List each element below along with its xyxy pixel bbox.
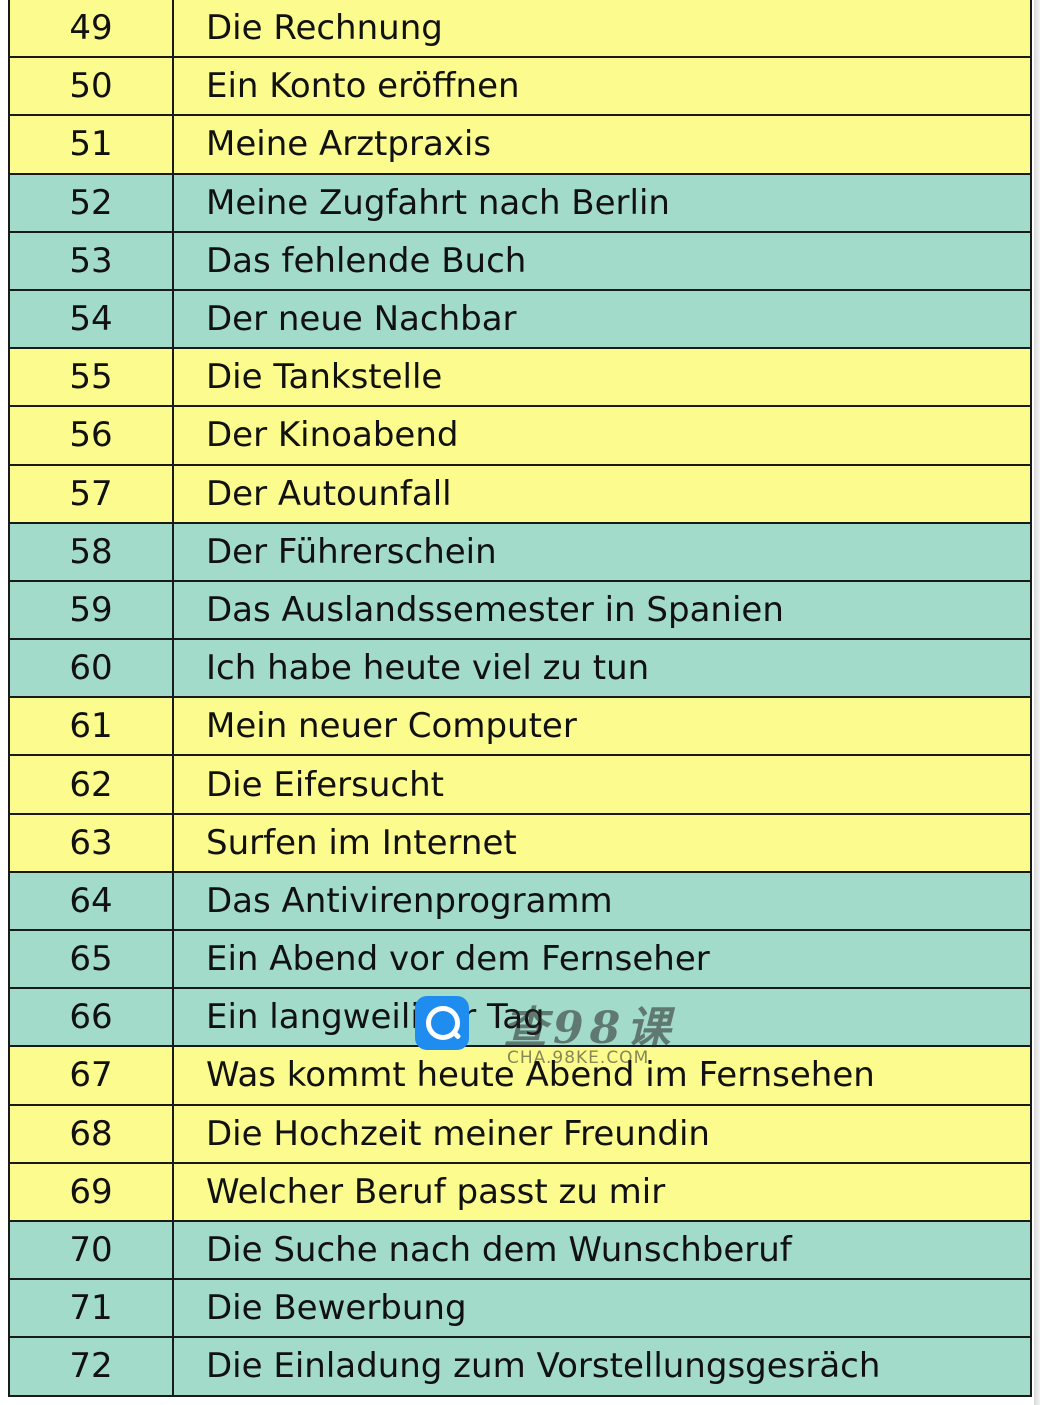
row-title: Surfen im Internet [173, 813, 1031, 873]
table-row: 52 Meine Zugfahrt nach Berlin [9, 173, 1031, 233]
table-row: 61 Mein neuer Computer [9, 697, 1031, 757]
table-row: 51 Meine Arztpraxis [9, 115, 1031, 175]
table-row: 49 Die Rechnung [9, 0, 1031, 59]
row-number: 54 [9, 289, 174, 350]
row-number: 50 [9, 57, 174, 117]
row-number: 60 [9, 639, 174, 699]
row-number: 64 [9, 871, 174, 932]
table-row: 59 Das Auslandssemester in Spanien [9, 580, 1031, 641]
table-row: 69 Welcher Beruf passt zu mir [9, 1162, 1031, 1222]
row-number: 65 [9, 930, 174, 990]
table-row: 68 Die Hochzeit meiner Freundin [9, 1104, 1031, 1164]
table-row: 70 Die Suche nach dem Wunschberuf [9, 1220, 1031, 1281]
topic-table: 49 Die Rechnung 50 Ein Konto eröffnen 51 Mein… [8, 0, 1032, 1397]
table-row: 64 Das Antivirenprogramm [9, 871, 1031, 932]
row-number: 55 [9, 348, 174, 408]
table-row: 53 Das fehlende Buch [9, 231, 1031, 291]
row-number: 56 [9, 406, 174, 466]
row-title: Das fehlende Buch [173, 231, 1031, 291]
row-title: Die Bewerbung [173, 1279, 1031, 1339]
row-title: Das Auslandssemester in Spanien [173, 580, 1031, 641]
row-number: 52 [9, 173, 174, 233]
row-title: Ein Konto eröffnen [173, 57, 1031, 117]
table-row: 66 Ein langweiliger Tag [9, 988, 1031, 1048]
row-number: 49 [9, 0, 174, 59]
table-row: 50 Ein Konto eröffnen [9, 57, 1031, 117]
row-number: 71 [9, 1279, 174, 1339]
row-title: Meine Zugfahrt nach Berlin [173, 173, 1031, 233]
table-body: 49 Die Rechnung 50 Ein Konto eröffnen 51 Mein… [9, 0, 1031, 1397]
table-row: 56 Der Kinoabend [9, 406, 1031, 466]
table-row: 60 Ich habe heute viel zu tun [9, 639, 1031, 699]
row-title: Die Suche nach dem Wunschberuf [173, 1220, 1031, 1281]
row-title: Mein neuer Computer [173, 697, 1031, 757]
row-title: Ein Abend vor dem Fernseher [173, 930, 1031, 990]
row-number: 68 [9, 1104, 174, 1164]
table-row: 71 Die Bewerbung [9, 1279, 1031, 1339]
row-title: Welcher Beruf passt zu mir [173, 1162, 1031, 1222]
row-number: 63 [9, 813, 174, 873]
row-number: 66 [9, 988, 174, 1048]
row-title: Was kommt heute Abend im Fernsehen [173, 1046, 1031, 1106]
row-number: 72 [9, 1337, 174, 1397]
row-title: Das Antivirenprogramm [173, 871, 1031, 932]
row-number: 58 [9, 522, 174, 582]
table-row: 65 Ein Abend vor dem Fernseher [9, 930, 1031, 990]
row-number: 61 [9, 697, 174, 757]
row-number: 69 [9, 1162, 174, 1222]
page-edge-shadow [1034, 0, 1040, 1405]
row-title: Meine Arztpraxis [173, 115, 1031, 175]
table-row: 55 Die Tankstelle [9, 348, 1031, 408]
row-title: Die Einladung zum Vorstellungsgesräch [173, 1337, 1031, 1397]
table-row: 57 Der Autounfall [9, 464, 1031, 524]
row-number: 70 [9, 1220, 174, 1281]
row-title: Der Führerschein [173, 522, 1031, 582]
row-title: Ein langweiliger Tag [173, 988, 1031, 1048]
row-number: 67 [9, 1046, 174, 1106]
row-title: Die Hochzeit meiner Freundin [173, 1104, 1031, 1164]
row-title: Der Kinoabend [173, 406, 1031, 466]
row-number: 51 [9, 115, 174, 175]
row-title: Der Autounfall [173, 464, 1031, 524]
row-title: Die Rechnung [173, 0, 1031, 59]
row-title: Die Tankstelle [173, 348, 1031, 408]
table-row: 62 Die Eifersucht [9, 755, 1031, 815]
table-row: 72 Die Einladung zum Vorstellungsgesräch [9, 1337, 1031, 1397]
row-title: Die Eifersucht [173, 755, 1031, 815]
table-row: 67 Was kommt heute Abend im Fernsehen [9, 1046, 1031, 1106]
table-row: 54 Der neue Nachbar [9, 289, 1031, 350]
row-number: 57 [9, 464, 174, 524]
row-title: Der neue Nachbar [173, 289, 1031, 350]
row-title: Ich habe heute viel zu tun [173, 639, 1031, 699]
table-row: 63 Surfen im Internet [9, 813, 1031, 873]
row-number: 59 [9, 580, 174, 641]
row-number: 62 [9, 755, 174, 815]
row-number: 53 [9, 231, 174, 291]
table-row: 58 Der Führerschein [9, 522, 1031, 582]
